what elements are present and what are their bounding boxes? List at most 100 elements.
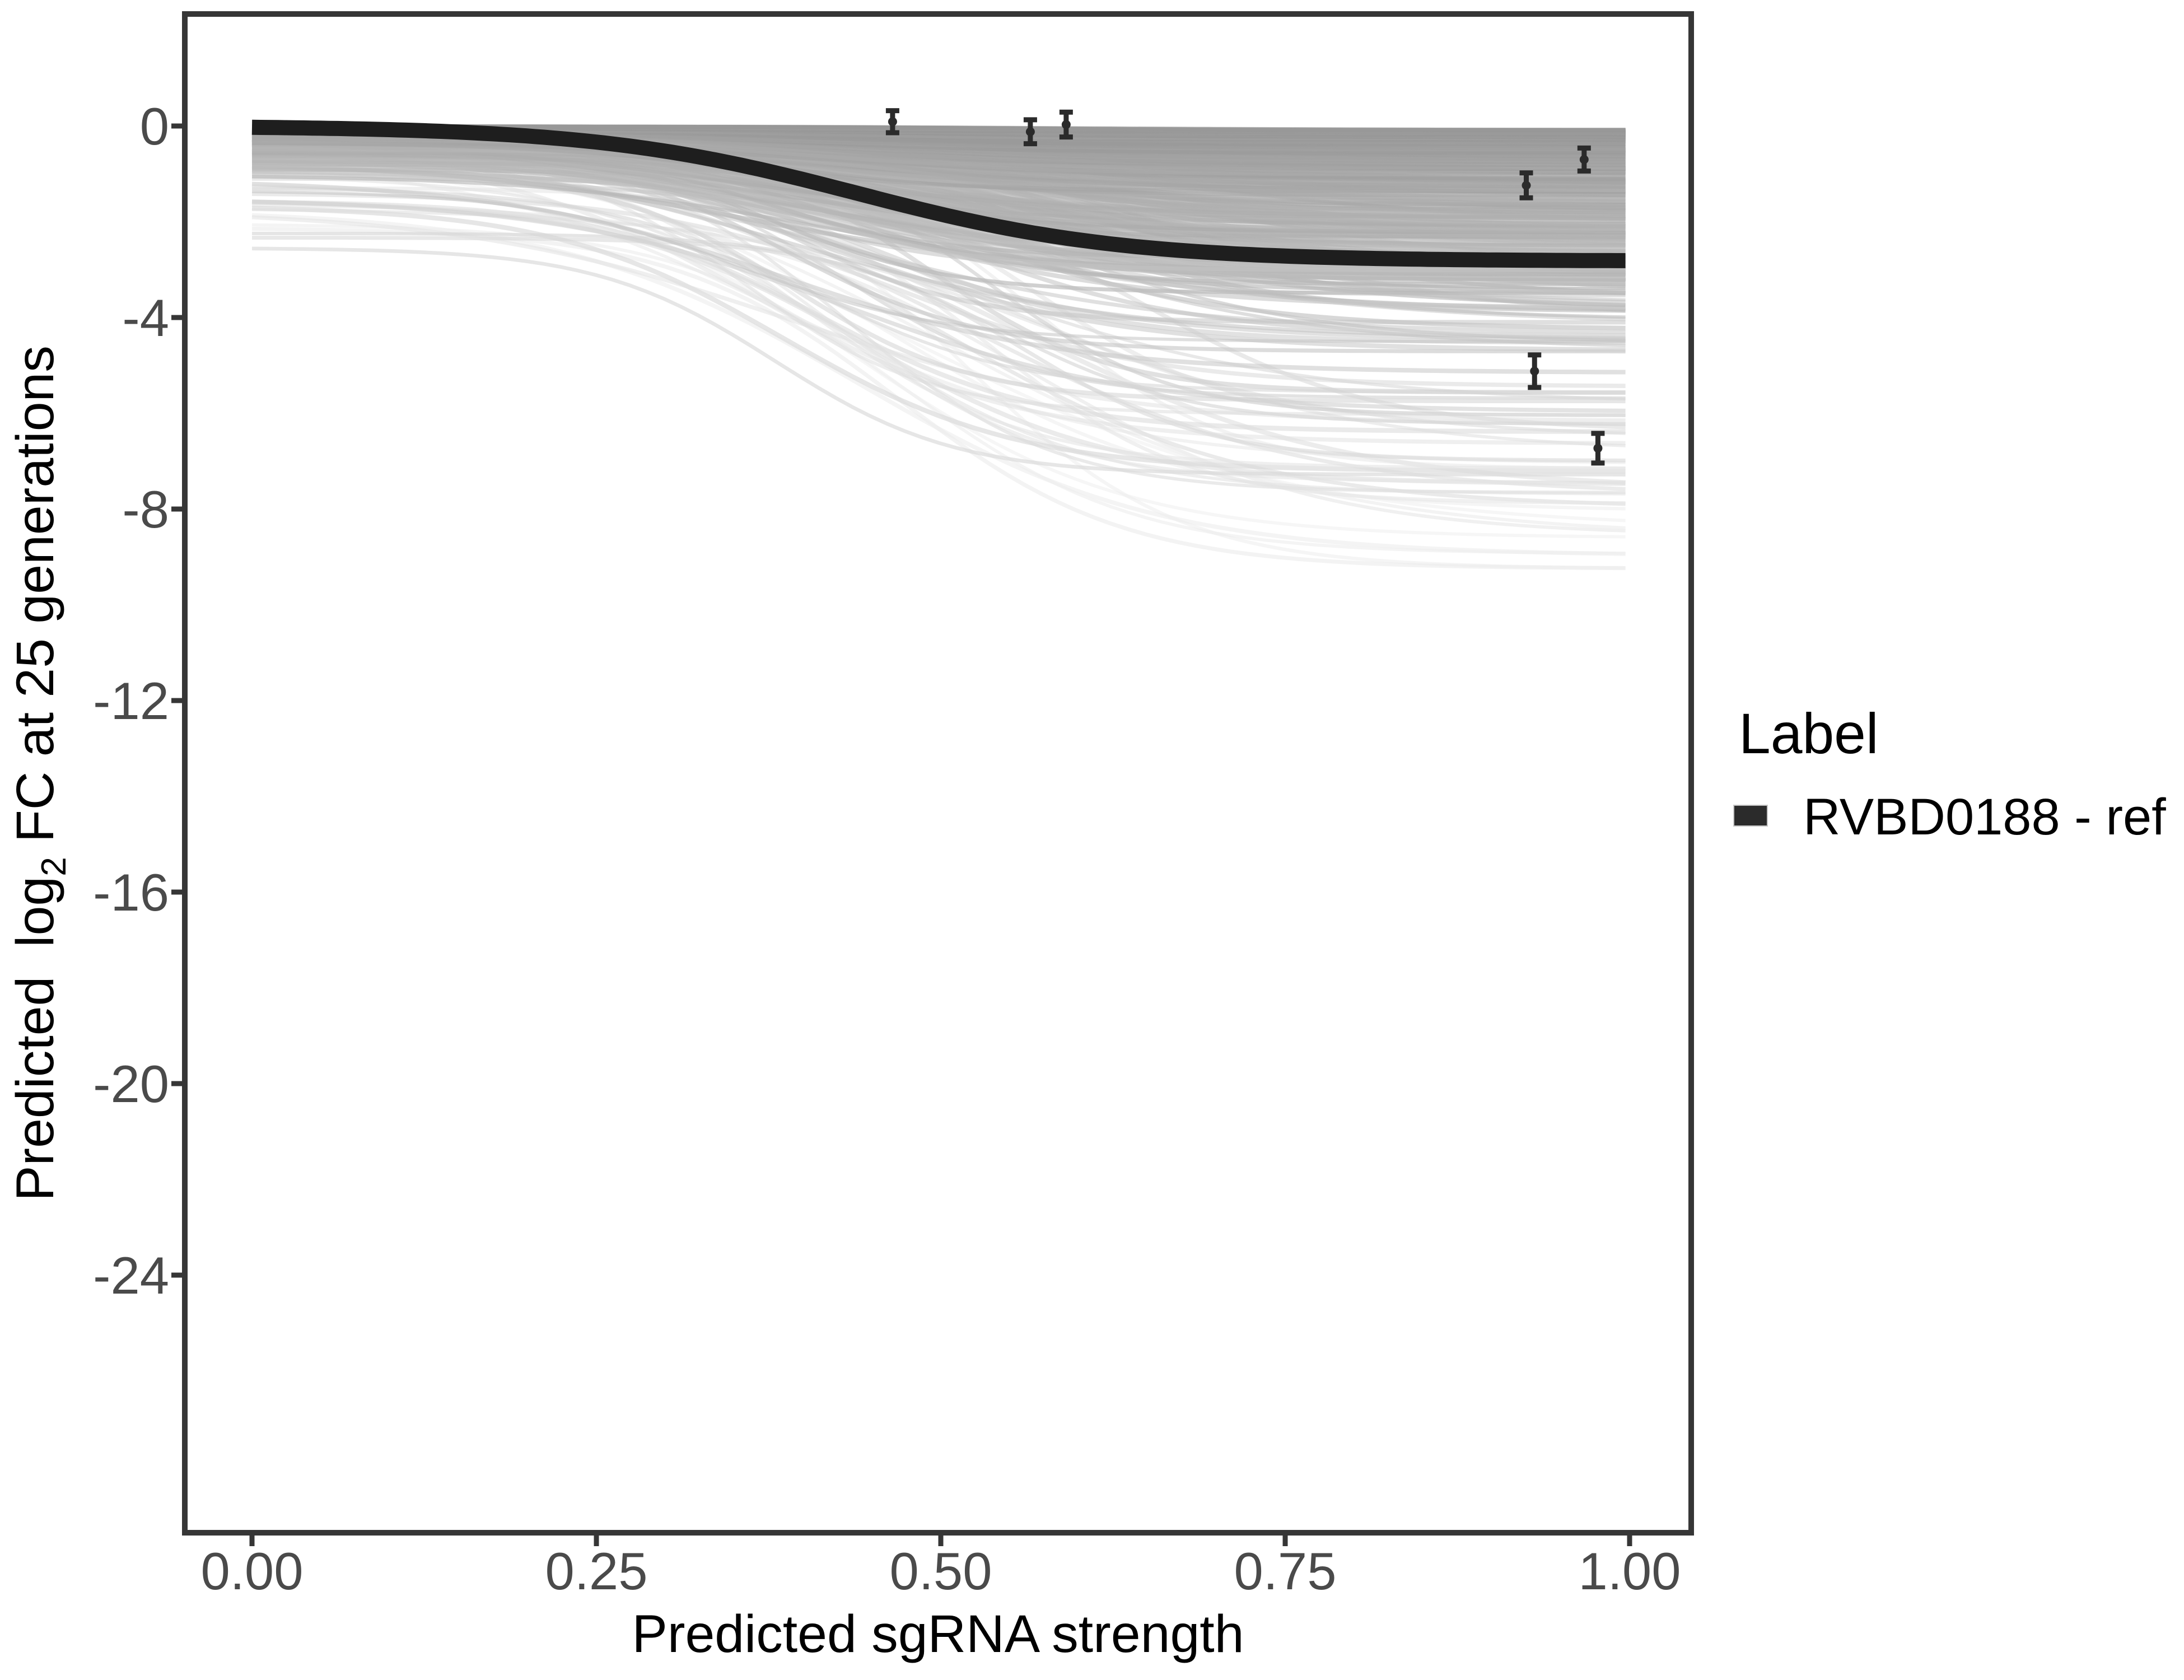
y-tick-label: -16	[93, 863, 169, 922]
ensemble-curve	[251, 131, 1626, 218]
errorbar-point	[1577, 145, 1591, 174]
y-tick-label: -24	[93, 1246, 169, 1305]
ensemble-curve	[251, 199, 1626, 434]
x-tick-label: 0.25	[545, 1542, 648, 1600]
x-axis: 0.00 0.25 0.50 0.75 1.00	[201, 1535, 1681, 1600]
ensemble-curve	[251, 246, 1626, 477]
ensemble-curve	[251, 141, 1626, 216]
ensemble-curve	[252, 146, 1626, 230]
ensemble-curve	[252, 143, 1626, 210]
ensemble-curve	[251, 151, 1626, 228]
ensemble-curve	[251, 152, 1626, 236]
ensemble-curve	[251, 140, 1626, 239]
x-tick-label: 1.00	[1579, 1542, 1681, 1600]
ensemble-curve	[251, 206, 1626, 474]
ensemble-curve	[251, 137, 1626, 193]
y-tick-label: -8	[122, 480, 169, 539]
ensemble-curve	[251, 132, 1626, 244]
ensemble-curve	[251, 223, 1626, 555]
reference-curve-RVBD0188	[251, 119, 1626, 268]
ensemble-curve	[252, 151, 1626, 230]
ensemble-curve	[252, 152, 1626, 254]
ensemble-curve	[251, 138, 1626, 218]
ensemble-curve	[252, 139, 1626, 249]
ensemble-curve	[251, 137, 1626, 211]
ensemble-curve	[251, 143, 1626, 243]
ensemble-curve	[251, 134, 1626, 194]
legend-key-swatch	[1733, 805, 1768, 827]
ensemble-curve	[251, 190, 1626, 343]
legend: Label RVBD0188 - ref	[1733, 702, 2166, 846]
ensemble-curve	[251, 141, 1626, 194]
y-tick-label: -4	[122, 288, 169, 347]
ensemble-curve	[251, 186, 1626, 394]
data-points-layer	[885, 108, 1605, 466]
ensemble-curve	[251, 142, 1626, 221]
ensemble-curve	[251, 160, 1626, 234]
ensemble-curve	[251, 133, 1626, 183]
ensemble-curve	[251, 155, 1626, 236]
ensemble-curve	[252, 139, 1626, 226]
ensemble-curve	[251, 147, 1626, 247]
panel-border	[182, 11, 1694, 1536]
ensemble-curve	[251, 136, 1626, 183]
ensemble-curve	[251, 161, 1626, 522]
ensemble-curve	[251, 133, 1626, 234]
ensemble-curve	[251, 137, 1626, 192]
data-point-dot	[1593, 444, 1603, 453]
ensemble-curve	[251, 138, 1626, 227]
x-axis-title: Predicted sgRNA strength	[632, 1604, 1244, 1664]
y-tick-label: -12	[93, 671, 169, 730]
ensemble-curve	[251, 130, 1626, 207]
ensemble-curve	[252, 139, 1626, 228]
errorbar-point	[1591, 431, 1605, 466]
ensemble-curve	[251, 131, 1626, 221]
errorbar-point	[1059, 109, 1073, 140]
errorbar-point	[885, 108, 899, 136]
ensemble-curve	[251, 142, 1626, 223]
ensemble-curve	[251, 199, 1626, 413]
x-tick-label: 0.50	[890, 1542, 992, 1600]
ensemble-curve	[252, 148, 1626, 213]
errorbar-point	[1023, 117, 1037, 147]
legend-item-label: RVBD0188 - ref	[1803, 788, 2166, 846]
ensemble-curve	[251, 148, 1626, 237]
ensemble-curve	[251, 139, 1626, 240]
ensemble-curve	[251, 139, 1626, 255]
data-point-dot	[1579, 155, 1589, 164]
ensemble-curve	[251, 138, 1626, 177]
ensemble-curve	[251, 143, 1626, 228]
ensemble-curve	[251, 132, 1626, 210]
ensemble-curve	[251, 140, 1626, 235]
y-axis-title: Predictedlog2FC at 25 generations	[6, 346, 73, 1201]
ensemble-curve	[251, 143, 1626, 246]
ensemble-curve	[251, 136, 1626, 230]
x-tick-label: 0.75	[1234, 1542, 1337, 1600]
ensemble-curve	[252, 140, 1626, 202]
ensemble-curve	[252, 152, 1626, 236]
ensemble-curve	[251, 136, 1626, 202]
errorbar-point	[1528, 352, 1542, 390]
legend-title: Label	[1739, 702, 1879, 766]
data-point-dot	[1530, 366, 1539, 376]
ensemble-curve	[251, 141, 1626, 237]
data-point-dot	[1522, 181, 1531, 190]
ensemble-curve	[251, 146, 1626, 195]
y-tick-label: 0	[140, 97, 169, 156]
y-tick-label: -20	[93, 1054, 169, 1113]
ensemble-curve	[251, 137, 1626, 241]
data-point-dot	[1061, 120, 1071, 129]
ensemble-curve	[251, 137, 1626, 189]
ensemble-curve	[251, 141, 1626, 219]
data-point-dot	[888, 117, 897, 127]
reference-curve-layer	[251, 119, 1626, 268]
y-axis: 0 -4 -8 -12 -16 -20 -24	[93, 97, 183, 1305]
ensemble-curve	[252, 231, 1626, 426]
errorbar-point	[1519, 170, 1533, 200]
ensemble-curve	[252, 149, 1626, 235]
data-point-dot	[1025, 127, 1035, 137]
ensemble-curve	[251, 144, 1626, 208]
ensemble-curve	[251, 143, 1626, 220]
